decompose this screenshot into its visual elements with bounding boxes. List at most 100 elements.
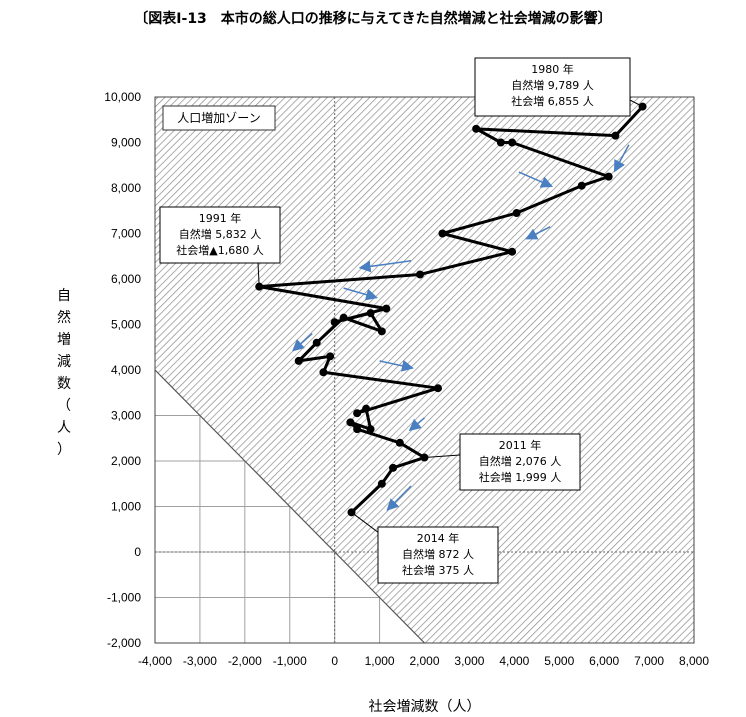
y-axis-label-char: 減 (57, 353, 71, 370)
callout-text: 自然増 5,832 人 (179, 227, 261, 241)
zone-boundary-line (154, 369, 425, 644)
data-point (395, 438, 404, 447)
y-tick-label: 7,000 (111, 227, 141, 241)
data-point (496, 138, 505, 147)
callout-box (377, 526, 499, 584)
x-tick-label: 3,000 (454, 654, 484, 668)
data-point (362, 404, 371, 413)
callout-text: 社会増▲1,680 人 (176, 243, 263, 257)
plot-frame (154, 96, 695, 644)
x-tick-label: -2,000 (228, 654, 262, 668)
y-tick-label: -2,000 (107, 636, 141, 650)
callout-box (459, 433, 581, 491)
data-point (389, 463, 398, 472)
data-point (508, 247, 517, 256)
trend-arrows (291, 144, 630, 511)
y-tick-label: 8,000 (111, 181, 141, 195)
callout-leader (424, 454, 461, 459)
callout-leader (629, 99, 643, 108)
callout-text: 自然増 872 人 (402, 547, 474, 561)
y-tick-label: 2,000 (111, 454, 141, 468)
data-point (611, 131, 620, 140)
trend-arrow-icon (525, 226, 551, 240)
data-point (604, 172, 613, 181)
y-tick-label: 5,000 (111, 318, 141, 332)
data-point (416, 270, 425, 279)
y-axis-label-char: 増 (57, 332, 71, 348)
trend-arrow-icon (386, 485, 412, 511)
callout-text: 2011 年 (499, 438, 542, 452)
x-tick-label: 6,000 (589, 654, 619, 668)
y-axis-label-char: （ (57, 398, 71, 414)
data-point (508, 138, 517, 147)
data-point (472, 124, 481, 133)
callout-text: 社会増 6,855 人 (511, 94, 593, 108)
trend-arrow-icon (408, 417, 425, 432)
x-tick-label: 7,000 (634, 654, 664, 668)
data-series (255, 102, 647, 517)
callout-box (159, 206, 281, 264)
data-point (353, 409, 362, 418)
data-point (319, 368, 328, 377)
trend-arrow-icon (613, 144, 630, 173)
x-tick-label: 5,000 (544, 654, 574, 668)
data-point (339, 313, 348, 322)
data-point (366, 309, 375, 318)
y-tick-label: 4,000 (111, 363, 141, 377)
y-axis-label-char: 数 (57, 376, 71, 392)
trend-arrow-icon (291, 333, 313, 352)
callout-text: 自然増 2,076 人 (479, 454, 561, 468)
data-point (346, 418, 355, 427)
y-tick-label: 9,000 (111, 136, 141, 150)
trend-arrow-icon (343, 287, 378, 301)
y-tick-label: 10,000 (104, 90, 141, 104)
zone-label: 人口増加ゾーン (177, 111, 260, 125)
data-point (433, 384, 442, 393)
data-point (330, 318, 339, 327)
tick-labels: -4,000 -3,000 -2,000 -1,000 0 1,000 2,000 3,000… (104, 90, 709, 668)
data-point (438, 229, 447, 238)
x-tick-label: 1,000 (365, 654, 395, 668)
callout-text: 自然増 9,789 人 (511, 78, 593, 92)
x-tick-label: 2,000 (409, 654, 439, 668)
y-axis-label-char: 自 (57, 288, 71, 304)
y-tick-label: 3,000 (111, 409, 141, 423)
x-tick-label: -1,000 (273, 654, 307, 668)
callout-text: 1980 年 (531, 62, 574, 76)
callout-text: 1991 年 (199, 211, 242, 225)
data-point (577, 181, 586, 190)
data-point (512, 209, 521, 218)
callout-text: 社会増 1,999 人 (479, 470, 561, 484)
zone-label-box (162, 105, 276, 131)
data-point (353, 425, 362, 434)
growth-zone: 人口増加ゾーン (154, 97, 694, 644)
data-point (312, 338, 321, 347)
y-axis-label-char: 人 (57, 420, 71, 436)
y-tick-label: -1,000 (107, 591, 141, 605)
callout-text: 2014 年 (417, 531, 460, 545)
trend-arrow-icon (379, 359, 414, 372)
y-axis-label-char: 然 (57, 309, 71, 326)
trend-arrow-icon (358, 260, 412, 273)
callout-leader (257, 262, 260, 287)
x-axis-label: 社会増減数（人） (369, 698, 481, 715)
data-point (377, 327, 386, 336)
callout-box (474, 57, 631, 117)
data-point (366, 425, 375, 434)
y-tick-label: 1,000 (111, 500, 141, 514)
data-point (377, 479, 386, 488)
y-tick-label: 0 (134, 545, 141, 559)
x-tick-label: 4,000 (499, 654, 529, 668)
x-tick-label: -3,000 (183, 654, 217, 668)
data-point (382, 304, 391, 313)
y-tick-label: 6,000 (111, 272, 141, 286)
chart-title: 〔図表Ⅰ-13 本市の総人口の推移に与えてきた自然増減と社会増減の影響〕 (134, 11, 612, 27)
x-tick-label: 0 (331, 654, 338, 668)
callout-text: 社会増 375 人 (402, 563, 474, 577)
x-tick-label: -4,000 (138, 654, 172, 668)
data-point (326, 352, 335, 361)
data-point (294, 356, 303, 365)
